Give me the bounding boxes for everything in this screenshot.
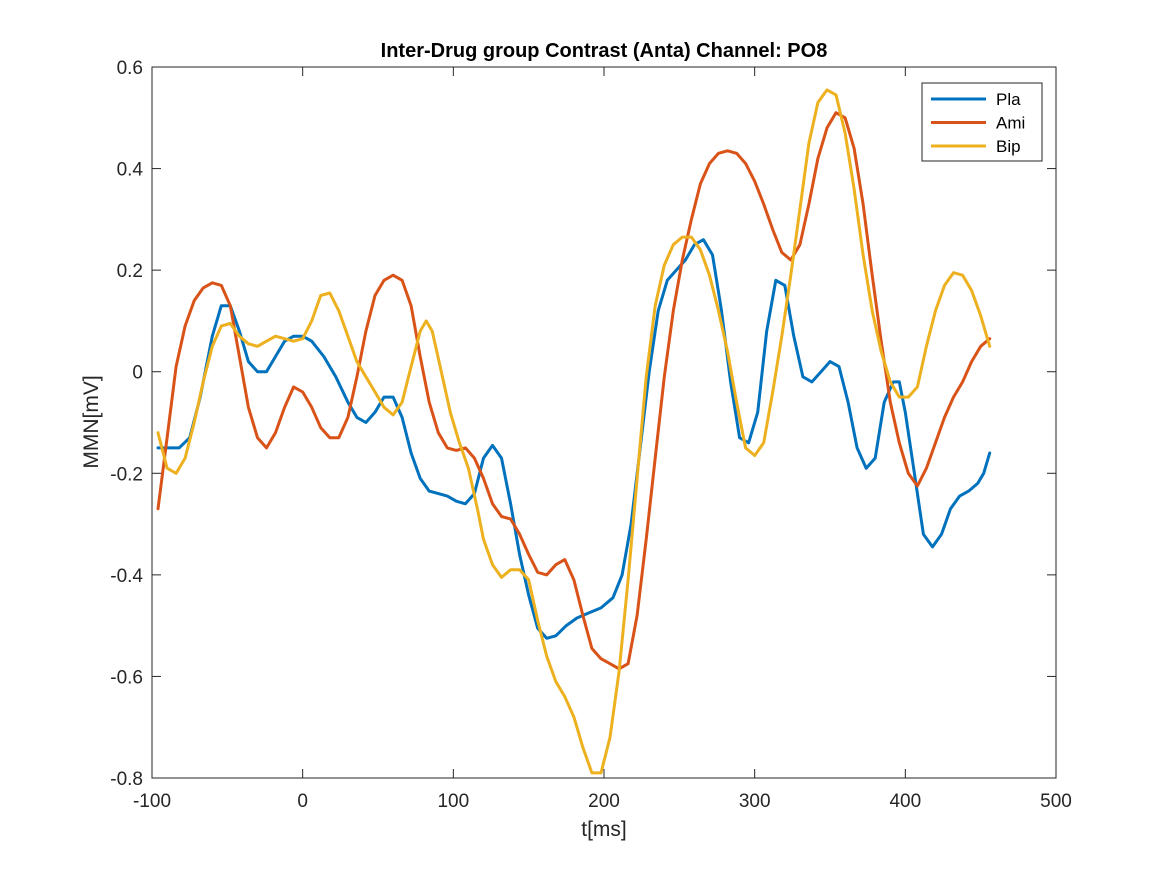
x-tick-label: 300 bbox=[739, 791, 771, 812]
legend-label-pla: Pla bbox=[996, 90, 1021, 109]
x-tick-label: 100 bbox=[437, 791, 469, 812]
x-tick-label: -100 bbox=[133, 791, 171, 812]
legend-label-bip: Bip bbox=[996, 137, 1021, 156]
axis-ticks: -100 0 100 200 300 400 500 -0.8 -0.6 -0.4 -0.2 0 0.2… bbox=[110, 58, 1072, 812]
x-tick-label: 200 bbox=[588, 791, 620, 812]
y-tick-label: -0.6 bbox=[110, 667, 143, 688]
x-axis-title: t[ms] bbox=[581, 818, 627, 841]
y-tick-label: 0 bbox=[132, 363, 143, 384]
y-tick-label: -0.2 bbox=[110, 464, 143, 485]
legend: Pla Ami Bip bbox=[921, 82, 1043, 162]
y-tick-label: -0.8 bbox=[110, 769, 143, 790]
y-axis-title: MMN[mV] bbox=[80, 375, 103, 468]
y-tick-label: 0.2 bbox=[117, 261, 143, 282]
y-tick-label: -0.4 bbox=[110, 566, 143, 587]
legend-label-ami: Ami bbox=[996, 114, 1025, 133]
x-tick-label: 0 bbox=[297, 791, 308, 812]
series-layer bbox=[156, 88, 992, 775]
series-line-bip bbox=[156, 88, 992, 775]
x-tick-label: 500 bbox=[1040, 791, 1072, 812]
y-tick-label: 0.4 bbox=[117, 160, 144, 181]
x-tick-label: 400 bbox=[889, 791, 921, 812]
series-line-ami bbox=[156, 111, 992, 671]
chart-title: Inter-Drug group Contrast (Anta) Channel… bbox=[381, 40, 828, 62]
y-tick-label: 0.6 bbox=[117, 58, 143, 79]
plot-area-frame bbox=[151, 66, 1057, 779]
